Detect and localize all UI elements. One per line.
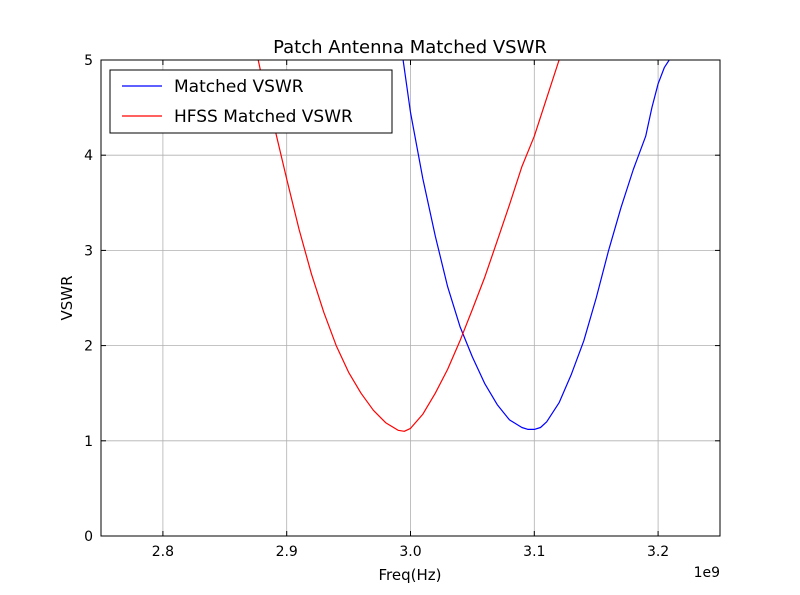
series-layer (257, 60, 670, 432)
tick-labels: 2.8 2.9 3.0 3.1 3.2 0 1 2 3 4 5 (84, 53, 669, 560)
y-tick-label: 5 (84, 53, 93, 69)
y-tick-label: 0 (84, 529, 93, 545)
x-tick-label: 2.9 (276, 544, 298, 560)
tick-marks (101, 59, 720, 537)
x-axis-label: Freq(Hz) (379, 566, 442, 584)
y-axis-label: VSWR (58, 275, 76, 320)
legend: Matched VSWR HFSS Matched VSWR (109, 69, 393, 134)
y-tick-label: 3 (84, 243, 93, 259)
x-tick-label: 3.0 (399, 544, 421, 560)
y-tick-label: 1 (84, 434, 93, 450)
chart-title: Patch Antenna Matched VSWR (273, 37, 547, 58)
x-tick-label: 3.1 (523, 544, 545, 560)
legend-label-matched-vswr: Matched VSWR (174, 77, 304, 97)
y-tick-label: 4 (84, 148, 93, 164)
y-tick-label: 2 (84, 339, 93, 355)
legend-box (109, 69, 393, 134)
legend-label-hfss-matched-vswr: HFSS Matched VSWR (174, 107, 353, 127)
series-line-hfss-matched-vswr (257, 60, 560, 432)
x-axis-offset-label: 1e9 (694, 565, 720, 581)
x-tick-label: 2.8 (152, 544, 174, 560)
series-line-matched-vswr (402, 60, 670, 430)
x-tick-label: 3.2 (647, 544, 669, 560)
